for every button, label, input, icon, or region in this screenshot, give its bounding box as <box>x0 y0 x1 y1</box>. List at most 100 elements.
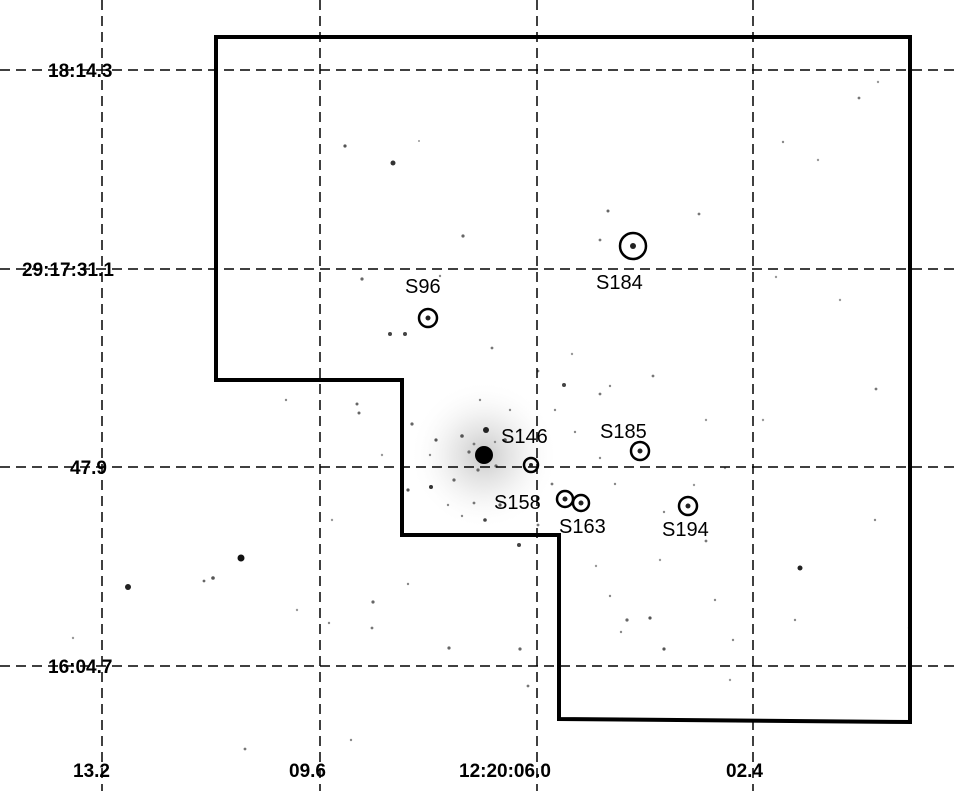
star <box>355 402 359 406</box>
source-ring <box>417 307 439 329</box>
star <box>349 738 353 742</box>
survey-footprint <box>214 35 912 725</box>
star <box>873 518 877 522</box>
source-s194: S194 <box>662 495 709 541</box>
star <box>594 564 598 568</box>
source-markers: S96 S184 S146 S185 S158 S163 <box>405 231 709 541</box>
source-ring <box>571 493 591 513</box>
star <box>472 442 476 446</box>
star <box>713 598 717 602</box>
star <box>490 346 494 350</box>
star <box>562 383 566 387</box>
star <box>237 554 245 562</box>
star <box>692 483 696 487</box>
source-ring <box>677 495 699 517</box>
star <box>697 212 701 216</box>
star <box>125 584 131 590</box>
star <box>503 438 507 442</box>
star <box>517 543 521 547</box>
star <box>781 140 785 144</box>
star <box>428 453 432 457</box>
star <box>774 275 778 279</box>
source-s163: S163 <box>559 493 606 538</box>
star <box>467 450 471 454</box>
star <box>460 514 464 518</box>
star <box>446 503 450 507</box>
ra-label-13-2: 13.2 <box>73 761 110 782</box>
star <box>371 600 375 604</box>
source-label: S146 <box>501 426 548 448</box>
source-star <box>630 243 636 249</box>
star <box>536 523 540 527</box>
star <box>553 408 557 412</box>
star <box>360 277 364 281</box>
star <box>343 144 347 148</box>
star <box>797 565 803 571</box>
star <box>476 468 480 472</box>
source-star <box>425 315 431 321</box>
star <box>429 485 433 489</box>
star <box>573 430 577 434</box>
star <box>498 503 502 507</box>
star <box>619 630 623 634</box>
source-star <box>578 500 584 506</box>
source-s146: S146 <box>501 426 548 474</box>
ra-label-02-4: 02.4 <box>726 761 763 782</box>
source-label: S184 <box>596 272 643 294</box>
star <box>598 392 602 396</box>
star <box>71 636 75 640</box>
star <box>662 510 666 514</box>
source-label: S96 <box>405 276 441 298</box>
dec-label-47-9: 47.9 <box>70 458 107 479</box>
source-star <box>562 496 568 502</box>
star <box>625 618 629 622</box>
star-field <box>71 80 911 769</box>
source-star <box>637 448 643 454</box>
star <box>761 418 765 422</box>
star <box>598 456 602 460</box>
source-s184: S184 <box>596 231 648 294</box>
star <box>483 427 489 433</box>
star <box>434 438 438 442</box>
source-s96: S96 <box>405 276 441 329</box>
star <box>330 518 334 522</box>
source-ring <box>618 231 648 261</box>
star <box>608 384 612 388</box>
star <box>472 501 476 505</box>
star <box>211 576 215 580</box>
star <box>658 558 662 562</box>
star <box>508 408 512 412</box>
star <box>447 646 451 650</box>
star <box>380 453 384 457</box>
star <box>613 482 617 486</box>
dec-label-18-14-3: 18:14.3 <box>48 61 112 82</box>
dec-label-16-04-7: 16:04.7 <box>48 657 112 678</box>
star <box>662 647 666 651</box>
source-ring <box>522 456 540 474</box>
star <box>608 594 612 598</box>
star <box>410 422 414 426</box>
star <box>390 160 396 166</box>
source-s158: S158 <box>494 489 575 514</box>
star <box>202 579 206 583</box>
star <box>540 765 544 769</box>
star <box>793 618 797 622</box>
star <box>403 332 407 336</box>
coordinate-labels: 18:14.3 29:17:31.1 47.9 16:04.7 13.2 09.… <box>22 61 763 782</box>
star <box>874 387 878 391</box>
star <box>598 238 602 242</box>
source-label: S163 <box>559 516 606 538</box>
star <box>651 374 655 378</box>
star <box>526 684 530 688</box>
star <box>550 482 554 486</box>
source-label: S158 <box>494 492 541 514</box>
star <box>728 678 732 682</box>
star <box>478 398 482 402</box>
star <box>518 647 522 651</box>
star <box>452 478 456 482</box>
star <box>243 747 247 751</box>
source-star <box>685 503 691 509</box>
star <box>438 274 442 278</box>
